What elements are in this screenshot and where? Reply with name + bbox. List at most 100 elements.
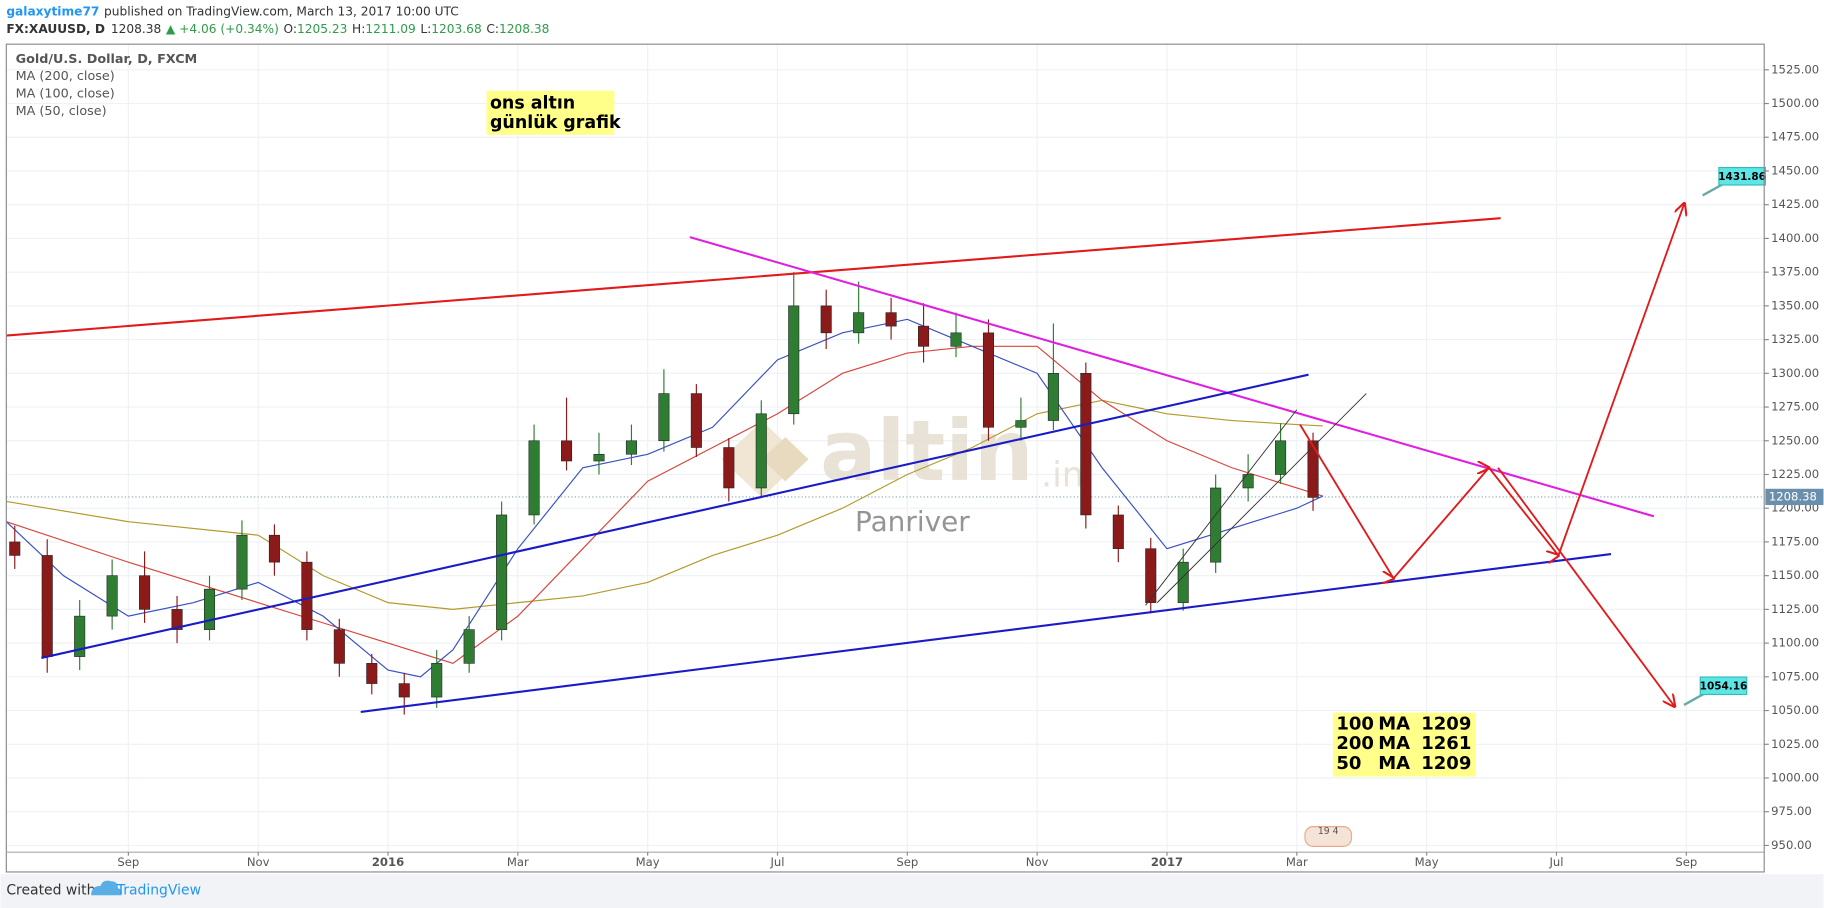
ma-table-cell: MA <box>1378 733 1410 754</box>
y-tick-label: 1225.00 <box>1771 467 1819 481</box>
note-line: ons altın <box>490 93 575 113</box>
legend: MA (200, close) MA (100, close) MA (50, cl… <box>16 69 115 119</box>
candles <box>9 272 1319 715</box>
ma-table-cell: 1209 <box>1421 713 1471 734</box>
footer-brand[interactable]: TradingView <box>116 883 201 899</box>
y-tick-label: 1150.00 <box>1771 568 1819 582</box>
y-tick-label: 1000.00 <box>1771 771 1819 785</box>
footer-created: Created with <box>6 883 95 899</box>
ma-table-cell: MA <box>1378 753 1410 774</box>
x-tick-label: May <box>1415 855 1439 869</box>
candle-body <box>1177 561 1189 603</box>
candle-body <box>1015 420 1027 428</box>
legend-entry: MA (200, close) <box>16 69 115 84</box>
price: 1208.38 <box>111 22 161 36</box>
ma-table-box <box>1332 712 1476 777</box>
candle-body <box>528 440 540 516</box>
candle-body <box>236 534 248 590</box>
y-tick-label: 1075.00 <box>1771 669 1819 683</box>
projection-arrow <box>1497 467 1675 707</box>
ohlc-label: L: <box>420 22 431 36</box>
candle-body <box>723 447 735 489</box>
author[interactable]: galaxytime77 <box>6 4 99 18</box>
candle-body <box>658 393 670 442</box>
candle-body <box>853 312 865 334</box>
ma-table-cell: 1209 <box>1421 753 1471 774</box>
x-tick-label: 2016 <box>372 855 404 869</box>
ohlc: O:1205.23 H:1211.09 L:1203.68 C:1208.38 <box>284 22 550 36</box>
x-tick-label: May <box>636 855 660 869</box>
y-tick-label: 975.00 <box>1771 804 1812 818</box>
callout-box <box>1699 676 1748 696</box>
x-tick-label: Mar <box>507 855 529 869</box>
callout-label: 1431.86 <box>1718 171 1766 183</box>
candle-body <box>918 325 930 347</box>
badge <box>1304 826 1353 847</box>
watermark-suffix: .in <box>1041 456 1084 496</box>
ma-table-cell: 50 <box>1336 753 1361 774</box>
published: published on TradingView.com, March 13, … <box>104 4 459 18</box>
candle-body <box>106 575 118 617</box>
y-tick-label: 1300.00 <box>1771 366 1819 380</box>
ohlc-label: O: <box>284 22 298 36</box>
y-tick-label: 1100.00 <box>1771 636 1819 650</box>
ohlc-value: 1205.23 <box>297 22 347 36</box>
candle-body <box>463 629 475 664</box>
legend-entry: MA (100, close) <box>16 87 115 102</box>
callout-pointer <box>1683 692 1706 706</box>
y-tick-label: 1500.00 <box>1771 96 1819 110</box>
candle-body <box>1275 440 1287 475</box>
y-tick-label: 1050.00 <box>1771 703 1819 717</box>
callout-label: 1054.16 <box>1700 680 1748 692</box>
y-tick-label: 1250.00 <box>1771 433 1819 447</box>
drawings: 1431.86 1054.16 <box>6 166 1766 713</box>
y-tick-label: 1375.00 <box>1771 265 1819 279</box>
candle-body <box>203 588 216 630</box>
x-tick-label: 2017 <box>1151 855 1183 869</box>
trend-line <box>6 217 1501 337</box>
candle-body <box>268 534 280 563</box>
callout-box <box>1718 166 1766 186</box>
ma-line <box>6 345 1323 664</box>
ohlc-value: 1203.68 <box>431 22 481 36</box>
legend-entry: MA (50, close) <box>16 104 107 119</box>
y-tick-label: 1325.00 <box>1771 332 1819 346</box>
candle-body <box>1145 548 1157 603</box>
candle-body <box>950 332 962 347</box>
candle-body <box>9 541 21 556</box>
x-tick-label: Sep <box>896 855 918 869</box>
ma-table-cell: MA <box>1378 713 1410 734</box>
footer-logo <box>91 880 122 896</box>
candle-body <box>431 663 443 698</box>
candle-body <box>398 683 410 698</box>
ma-table-cell: 200 <box>1336 733 1374 754</box>
watermark-brand: altin <box>820 402 1033 500</box>
candle-body <box>496 514 508 630</box>
candle-body <box>333 629 345 664</box>
x-tick-label: Nov <box>1026 855 1049 869</box>
y-tick-label: 1475.00 <box>1771 130 1819 144</box>
x-tick-label: Mar <box>1286 855 1308 869</box>
axes: 950.00 975.00 1000.00 1025.00 1050.00 1075.00… <box>117 62 1824 869</box>
footer-bar <box>0 874 1824 908</box>
y-tick-label: 950.00 <box>1771 838 1812 852</box>
candle-body <box>366 663 378 684</box>
callout-pointer <box>1702 182 1725 197</box>
candle-body <box>1242 474 1254 489</box>
ohlc-label: C: <box>486 22 499 36</box>
candle-body <box>982 332 994 428</box>
projection-arrow <box>1299 203 1684 578</box>
y-tick-label: 1175.00 <box>1771 534 1819 548</box>
last-price-label: 1208.38 <box>1769 489 1817 503</box>
change: ▲ +4.06 (+0.34%) <box>166 22 279 36</box>
candle-body <box>690 393 702 448</box>
y-tick-label: 1350.00 <box>1771 298 1819 312</box>
x-tick-label: Jul <box>1548 855 1563 869</box>
trend-line <box>1156 393 1367 603</box>
y-tick-label: 1450.00 <box>1771 163 1819 177</box>
watermark: altin .in Panriver <box>721 402 1084 538</box>
candle-body <box>1047 373 1059 421</box>
candle-body <box>593 453 605 462</box>
ma-line <box>6 399 1323 610</box>
